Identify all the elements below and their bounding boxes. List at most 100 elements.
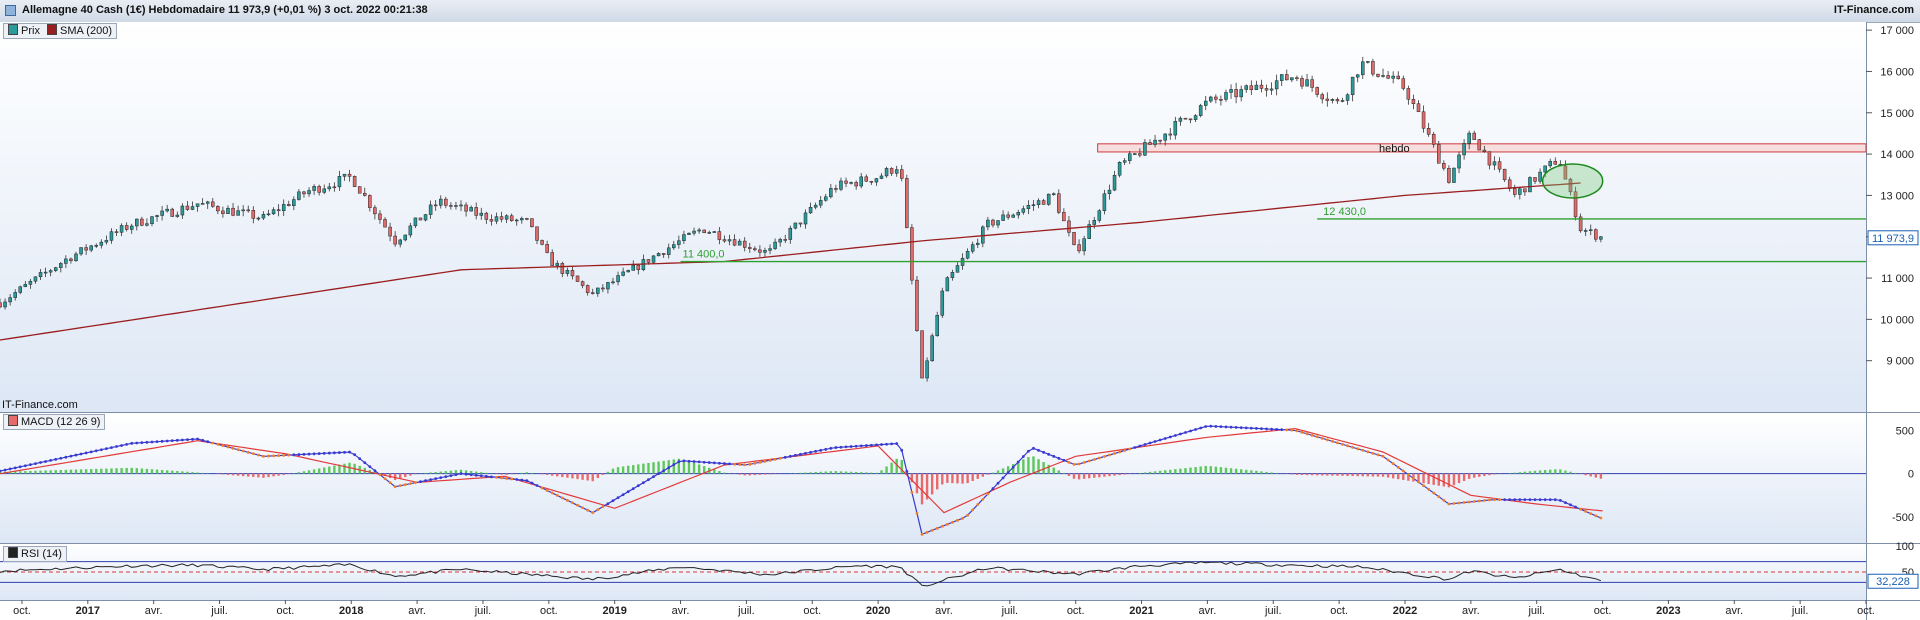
price-axis-tick-label: 10 000	[1880, 314, 1914, 326]
macd-dot	[1148, 441, 1152, 445]
candle-body	[1599, 236, 1603, 240]
macd-histogram-bar	[231, 473, 235, 476]
candle-body	[1573, 191, 1578, 218]
candle-body	[702, 229, 706, 234]
macd-dot	[667, 466, 671, 470]
price-axis-tick-label: 14 000	[1880, 149, 1914, 161]
macd-dot	[601, 505, 605, 509]
candle-body	[1442, 163, 1446, 169]
macd-histogram-bar	[1006, 466, 1010, 474]
macd-dot	[1457, 501, 1461, 505]
macd-dot	[783, 455, 787, 459]
macd-histogram-bar	[221, 473, 225, 475]
macd-histogram-bar	[307, 470, 311, 474]
candle-body	[672, 244, 676, 249]
macd-dot	[287, 453, 291, 457]
candle-body	[651, 255, 656, 263]
sma-200-line	[0, 182, 1581, 341]
macd-dot	[859, 444, 863, 448]
macd-histogram-bar	[1209, 466, 1212, 474]
macd-histogram-bar	[409, 473, 412, 476]
macd-dot	[1037, 448, 1040, 452]
candle-body	[33, 276, 38, 282]
candle-body	[13, 292, 17, 298]
macd-histogram-bar	[19, 471, 22, 474]
macd-histogram-bar	[1467, 473, 1471, 479]
macd-dot	[1543, 498, 1547, 502]
candle-body	[874, 178, 879, 183]
macd-dot	[1472, 500, 1476, 503]
macd-histogram-bar	[1549, 469, 1552, 474]
brand-link[interactable]: IT-Finance.com	[1833, 4, 1914, 16]
macd-dot	[1452, 502, 1456, 505]
macd-dot	[961, 516, 964, 520]
macd-histogram-bar	[388, 473, 392, 479]
time-axis-tick-label: 2018	[339, 605, 363, 617]
macd-dot	[1082, 461, 1086, 464]
macd-histogram-bar	[100, 468, 103, 474]
macd-dot	[1503, 498, 1507, 502]
candle-body	[1371, 61, 1375, 75]
candle-body	[1431, 133, 1436, 145]
macd-dot	[1558, 499, 1562, 502]
macd-histogram-bar	[1386, 473, 1390, 478]
macd-dot	[571, 501, 574, 505]
candle-body	[1026, 205, 1031, 209]
candle-body	[894, 169, 899, 174]
candle-body	[636, 264, 641, 271]
macd-histogram-bar	[854, 471, 858, 474]
price-axis-tick-label: 15 000	[1880, 108, 1914, 120]
macd-dot	[728, 462, 731, 466]
macd-dot	[535, 484, 539, 487]
candle-body	[1011, 214, 1015, 218]
macd-dot	[1437, 495, 1441, 499]
macd-dot	[1254, 427, 1258, 430]
candle-body	[545, 244, 549, 253]
chart-window-icon	[5, 5, 16, 16]
candle-body	[180, 205, 185, 216]
candle-body	[1523, 188, 1527, 193]
macd-dot	[834, 446, 838, 449]
macd-histogram-bar	[1589, 473, 1592, 477]
macd-dot	[1553, 498, 1557, 502]
annotation-hebdo: hebdo	[1379, 143, 1410, 155]
macd-dot	[160, 439, 164, 443]
macd-dot	[49, 459, 53, 462]
candle-body	[616, 275, 620, 283]
macd-histogram-bar	[1336, 473, 1339, 476]
macd-histogram-bar	[29, 470, 32, 474]
macd-histogram-bar	[1012, 464, 1015, 474]
candle-body	[378, 213, 382, 220]
macd-dot	[1391, 462, 1395, 466]
macd-histogram-bar	[1143, 472, 1147, 474]
candle-body	[494, 216, 499, 222]
macd-histogram-bar	[1275, 472, 1278, 474]
macd-histogram-bar	[510, 473, 513, 475]
candle-body	[1568, 178, 1573, 193]
macd-histogram-bar	[1255, 470, 1258, 474]
macd-dot	[515, 478, 519, 481]
macd-dot	[844, 445, 848, 449]
candle-body	[1006, 214, 1010, 218]
candle-body	[292, 199, 296, 206]
candle-body	[1173, 121, 1178, 136]
macd-dot	[135, 441, 139, 445]
candle-body	[590, 292, 595, 294]
macd-dot	[1523, 498, 1527, 502]
macd-histogram-bar	[247, 473, 250, 477]
macd-dot	[272, 454, 275, 458]
macd-dot	[464, 472, 468, 476]
macd-dot	[1092, 458, 1096, 461]
macd-histogram-bar	[1483, 473, 1486, 477]
macd-histogram-bar	[576, 473, 579, 480]
macd-histogram-bar	[885, 466, 888, 474]
price-legend: Prix SMA (200)	[3, 23, 117, 39]
macd-dot	[1493, 498, 1496, 502]
macd-dot	[677, 460, 681, 464]
time-axis-tick-label: avr.	[1462, 605, 1480, 617]
macd-dot	[145, 440, 149, 444]
candle-body	[717, 231, 722, 240]
candle-body	[1583, 230, 1588, 232]
time-axis-tick-label: avr.	[935, 605, 953, 617]
